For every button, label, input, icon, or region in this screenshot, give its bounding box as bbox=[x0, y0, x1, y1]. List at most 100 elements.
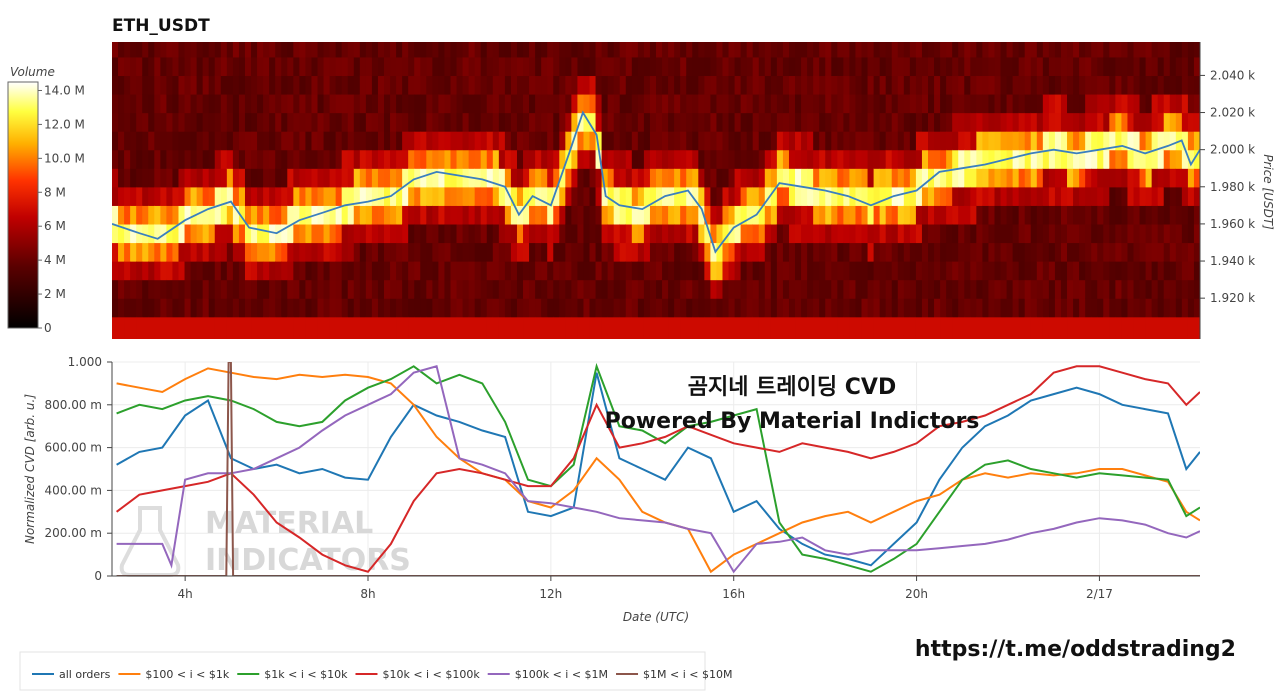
heat-cell bbox=[1163, 131, 1171, 151]
heat-cell bbox=[837, 149, 844, 169]
heat-cell bbox=[964, 93, 971, 114]
heat-cell bbox=[154, 223, 161, 244]
heat-cell bbox=[692, 279, 699, 299]
heat-cell bbox=[214, 131, 222, 151]
telegram-link[interactable]: https://t.me/oddstrading2 bbox=[915, 637, 1236, 662]
heat-cell bbox=[118, 42, 125, 58]
heat-cell bbox=[1151, 205, 1159, 225]
series-line-4 bbox=[116, 365, 1200, 574]
heat-cell bbox=[1085, 56, 1092, 77]
heat-cell bbox=[1054, 335, 1062, 339]
heat-cell bbox=[1181, 131, 1189, 151]
heat-cell bbox=[577, 223, 585, 244]
heat-cell bbox=[365, 56, 373, 77]
heat-cell bbox=[238, 131, 246, 151]
legend-label[interactable]: $1k < i < $10k bbox=[264, 668, 348, 681]
heat-cell bbox=[649, 279, 657, 299]
heat-cell bbox=[172, 131, 180, 151]
heat-cell bbox=[680, 298, 687, 318]
legend-label[interactable]: $10k < i < $100k bbox=[382, 668, 480, 681]
heat-cell bbox=[384, 56, 391, 77]
heat-cell bbox=[208, 56, 216, 77]
heat-cell bbox=[323, 42, 331, 58]
heat-cell bbox=[287, 205, 294, 225]
heat-cell bbox=[281, 149, 288, 169]
heat-cell bbox=[662, 261, 669, 281]
heat-cell bbox=[444, 205, 452, 225]
heat-cell bbox=[142, 56, 149, 77]
heat-cell bbox=[1085, 131, 1092, 151]
heat-cell bbox=[359, 205, 367, 225]
heat-cell bbox=[353, 186, 361, 206]
heat-cell bbox=[359, 298, 367, 318]
heat-cell bbox=[921, 149, 929, 169]
heat-cell bbox=[311, 149, 319, 169]
heat-cell bbox=[867, 131, 875, 151]
heat-cell bbox=[498, 56, 506, 77]
heat-cell bbox=[498, 42, 506, 58]
heat-cell bbox=[202, 298, 210, 318]
heat-cell bbox=[807, 168, 814, 188]
heat-cell bbox=[897, 149, 905, 169]
heat-cell bbox=[952, 56, 959, 77]
heat-cell bbox=[1175, 261, 1183, 281]
heat-cell bbox=[371, 316, 379, 336]
heat-cell bbox=[831, 93, 838, 114]
heat-cell bbox=[788, 131, 796, 151]
heat-cell bbox=[607, 242, 615, 262]
heat-cell bbox=[728, 298, 736, 318]
heat-cell bbox=[843, 261, 851, 281]
heat-cell bbox=[891, 316, 899, 336]
heat-cell bbox=[958, 298, 965, 318]
heat-cell bbox=[1127, 316, 1135, 336]
heat-cell bbox=[516, 298, 524, 318]
heat-cell bbox=[498, 335, 506, 339]
heat-cell bbox=[166, 186, 174, 206]
heat-cell bbox=[613, 335, 621, 339]
heat-cell bbox=[1175, 279, 1183, 299]
heat-cell bbox=[377, 316, 385, 336]
heat-cell bbox=[976, 223, 983, 244]
heat-cell bbox=[353, 261, 361, 281]
heat-cell bbox=[498, 223, 506, 244]
legend-label[interactable]: $100k < i < $1M bbox=[515, 668, 608, 681]
heat-cell bbox=[414, 112, 421, 132]
heat-cell bbox=[837, 298, 844, 318]
heat-cell bbox=[154, 186, 161, 206]
heat-cell bbox=[305, 242, 313, 262]
heat-cell bbox=[257, 242, 264, 262]
heat-cell bbox=[1073, 335, 1080, 339]
heat-cell bbox=[637, 131, 645, 151]
heat-cell bbox=[130, 279, 137, 299]
heat-cell bbox=[335, 131, 343, 151]
heat-cell bbox=[178, 279, 186, 299]
heat-cell bbox=[861, 261, 869, 281]
heat-cell bbox=[1048, 223, 1056, 244]
heat-cell bbox=[1175, 242, 1183, 262]
heat-cell bbox=[1133, 56, 1141, 77]
heat-cell bbox=[928, 223, 935, 244]
heat-cell bbox=[1133, 149, 1141, 169]
heat-cell bbox=[891, 149, 899, 169]
heat-cell bbox=[480, 168, 488, 188]
heat-cell bbox=[849, 279, 857, 299]
time-tick-label: 8h bbox=[360, 587, 375, 601]
heat-cell bbox=[1151, 242, 1159, 262]
heat-cell bbox=[1085, 279, 1092, 299]
heat-cell bbox=[601, 42, 609, 58]
legend: all orders $100 < i < $1k $1k < i < $10k $1… bbox=[19, 651, 732, 691]
heat-cell bbox=[504, 205, 512, 225]
heat-cell bbox=[220, 149, 228, 169]
legend-label[interactable]: all orders bbox=[59, 668, 111, 681]
heat-cell bbox=[1169, 93, 1177, 114]
heat-cell bbox=[208, 261, 216, 281]
heat-cell bbox=[510, 149, 518, 169]
heat-cell bbox=[897, 205, 905, 225]
legend-label[interactable]: $1M < i < $10M bbox=[643, 668, 732, 681]
heat-cell bbox=[891, 261, 899, 281]
legend-label[interactable]: $100 < i < $1k bbox=[145, 668, 229, 681]
heat-cell bbox=[1097, 112, 1104, 132]
heat-cell bbox=[1163, 75, 1171, 95]
heat-cell bbox=[1073, 93, 1080, 114]
heat-cell bbox=[589, 261, 597, 281]
